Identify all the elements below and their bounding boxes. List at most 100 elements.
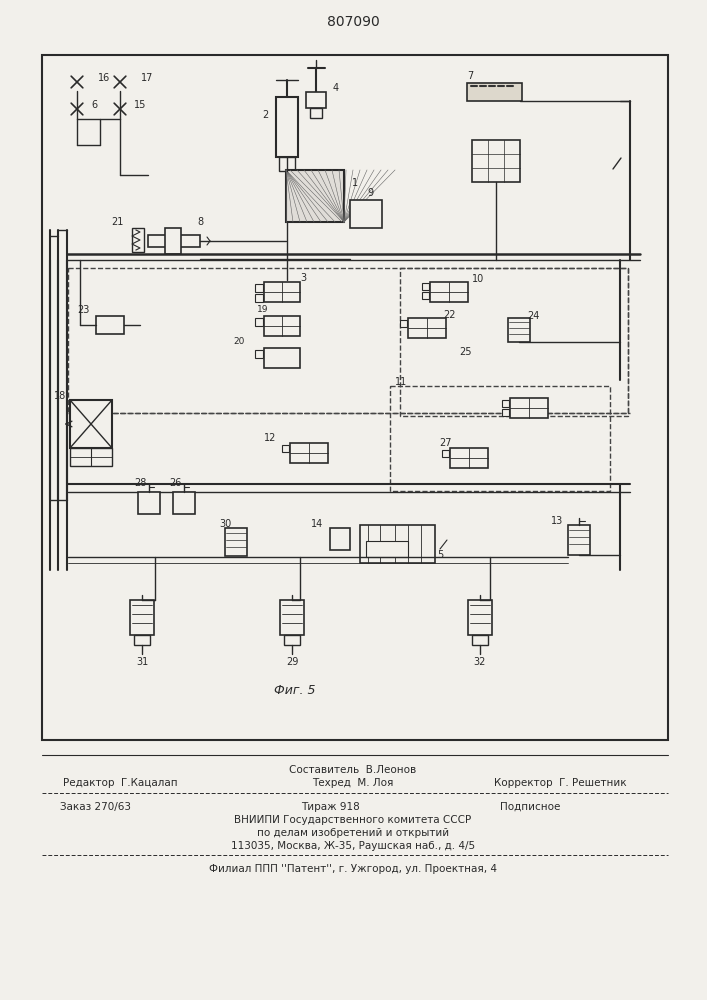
Text: 7: 7	[467, 71, 473, 81]
Text: 1: 1	[352, 178, 358, 188]
Text: Составитель  В.Леонов: Составитель В.Леонов	[289, 765, 416, 775]
Text: 10: 10	[472, 274, 484, 284]
Bar	[510, 398, 548, 418]
Bar	[264, 316, 300, 336]
Bar	[366, 541, 408, 557]
Text: 32: 32	[474, 657, 486, 667]
Bar	[68, 268, 628, 413]
Circle shape	[111, 100, 129, 118]
Text: 28: 28	[134, 478, 146, 488]
Text: Тираж 918: Тираж 918	[300, 802, 359, 812]
Bar	[422, 283, 429, 290]
Circle shape	[438, 537, 452, 551]
Bar	[255, 294, 263, 302]
Bar	[280, 600, 304, 635]
Text: 22: 22	[443, 310, 455, 320]
Text: 9: 9	[367, 188, 373, 198]
Bar	[284, 635, 300, 645]
Text: 2: 2	[262, 110, 268, 120]
Bar	[279, 157, 295, 171]
Text: Фиг. 5: Фиг. 5	[274, 684, 316, 696]
Bar	[134, 635, 150, 645]
Bar	[96, 316, 124, 334]
Bar	[173, 492, 195, 514]
Bar	[390, 386, 610, 491]
Text: 21: 21	[112, 217, 124, 227]
Bar	[42, 55, 668, 740]
Bar	[360, 525, 435, 563]
Bar	[422, 292, 429, 299]
Bar	[286, 170, 344, 222]
Bar	[255, 350, 263, 358]
Text: 31: 31	[136, 657, 148, 667]
Bar	[502, 409, 509, 416]
Text: 5: 5	[437, 550, 443, 560]
Bar	[450, 448, 488, 468]
Bar	[255, 284, 263, 292]
Circle shape	[68, 73, 86, 91]
Bar	[132, 228, 144, 252]
Text: 16: 16	[98, 73, 110, 83]
Text: 14: 14	[311, 519, 323, 529]
Text: 24: 24	[527, 311, 539, 321]
Bar	[310, 108, 322, 118]
Bar	[148, 235, 200, 247]
Bar	[70, 448, 112, 466]
Text: 15: 15	[134, 100, 146, 110]
Text: Корректор  Г. Решетник: Корректор Г. Решетник	[493, 778, 626, 788]
Text: ВНИИПИ Государственного комитета СССР: ВНИИПИ Государственного комитета СССР	[235, 815, 472, 825]
Bar	[264, 282, 300, 302]
Text: 23: 23	[77, 305, 89, 315]
Text: 11: 11	[395, 377, 407, 387]
Text: Редактор  Г.Кацалап: Редактор Г.Кацалап	[63, 778, 177, 788]
Bar	[408, 318, 446, 338]
Text: 25: 25	[459, 347, 472, 357]
Text: Техред  М. Лоя: Техред М. Лоя	[312, 778, 394, 788]
Bar	[442, 450, 449, 457]
Circle shape	[68, 100, 86, 118]
Text: 20: 20	[233, 338, 245, 347]
Bar	[467, 83, 522, 101]
Text: 12: 12	[264, 433, 276, 443]
Bar	[225, 528, 247, 556]
Bar	[472, 635, 488, 645]
Bar	[468, 600, 492, 635]
Circle shape	[111, 73, 129, 91]
Text: 18: 18	[54, 391, 66, 401]
Bar	[165, 228, 181, 254]
Circle shape	[607, 149, 633, 175]
Text: 6: 6	[91, 100, 97, 110]
Text: 19: 19	[257, 306, 269, 314]
Bar	[70, 400, 112, 448]
Bar	[276, 97, 298, 157]
Text: 13: 13	[551, 516, 563, 526]
Text: Филиал ППП ''Патент'', г. Ужгород, ул. Проектная, 4: Филиал ППП ''Патент'', г. Ужгород, ул. П…	[209, 864, 497, 874]
Bar	[138, 492, 160, 514]
Text: 807090: 807090	[327, 15, 380, 29]
Text: по делам изобретений и открытий: по делам изобретений и открытий	[257, 828, 449, 838]
Text: 113035, Москва, Ж-35, Раушская наб., д. 4/5: 113035, Москва, Ж-35, Раушская наб., д. …	[231, 841, 475, 851]
Bar	[350, 200, 382, 228]
Bar	[400, 268, 628, 416]
Ellipse shape	[469, 325, 481, 345]
Bar	[290, 443, 328, 463]
Bar	[330, 528, 350, 550]
Text: 17: 17	[141, 73, 153, 83]
Bar	[502, 400, 509, 407]
Text: 8: 8	[197, 217, 203, 227]
Bar	[508, 318, 530, 342]
Text: 29: 29	[286, 657, 298, 667]
Bar	[282, 445, 289, 452]
Bar	[130, 600, 154, 635]
Text: 30: 30	[219, 519, 231, 529]
Bar	[568, 525, 590, 555]
Bar	[430, 282, 468, 302]
Text: 4: 4	[333, 83, 339, 93]
Text: 27: 27	[439, 438, 451, 448]
Text: 26: 26	[169, 478, 181, 488]
Bar	[306, 92, 326, 108]
Bar	[472, 140, 520, 182]
Bar	[264, 348, 300, 368]
Text: Подписное: Подписное	[500, 802, 560, 812]
Ellipse shape	[553, 400, 563, 416]
